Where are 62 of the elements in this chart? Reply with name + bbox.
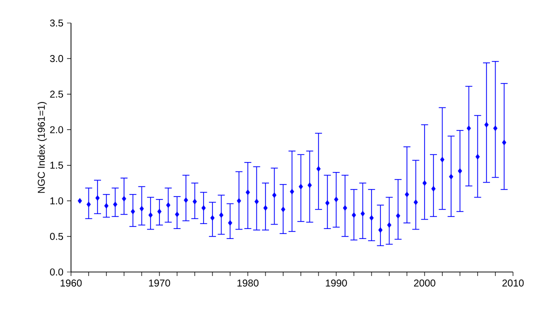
point bbox=[86, 202, 91, 208]
x-tick-label: 1990 bbox=[326, 280, 347, 287]
y-tick-label: 2.0 bbox=[50, 126, 64, 134]
point bbox=[316, 166, 321, 172]
point bbox=[484, 122, 489, 128]
point bbox=[404, 192, 410, 198]
point bbox=[378, 227, 383, 233]
y-tick-label: 3.5 bbox=[50, 19, 64, 27]
y-tick-label: 0.5 bbox=[50, 232, 64, 240]
point bbox=[369, 215, 374, 221]
point bbox=[113, 202, 118, 208]
y-axis-title: NGC Index (1961=1) bbox=[38, 102, 47, 193]
point bbox=[192, 198, 197, 204]
y-tick-label: 1.0 bbox=[50, 197, 64, 204]
point bbox=[148, 212, 153, 218]
point bbox=[360, 210, 365, 216]
point bbox=[104, 203, 109, 209]
x-tick-label: 1970 bbox=[149, 280, 170, 287]
point bbox=[78, 198, 82, 204]
point bbox=[201, 205, 206, 211]
point bbox=[308, 182, 312, 188]
point bbox=[254, 198, 259, 204]
point bbox=[422, 180, 427, 186]
point bbox=[219, 212, 224, 218]
point bbox=[431, 186, 436, 192]
point bbox=[387, 222, 392, 228]
point bbox=[228, 220, 232, 226]
point bbox=[334, 196, 338, 202]
point bbox=[440, 156, 444, 162]
point bbox=[290, 188, 294, 194]
point bbox=[130, 208, 136, 214]
x-tick-label: 2000 bbox=[414, 280, 436, 287]
x-tick-label: 1960 bbox=[60, 280, 82, 287]
y-tick-label: 2.5 bbox=[50, 90, 64, 98]
x-tick-label: 1980 bbox=[237, 280, 258, 287]
y-tick-label: 0.0 bbox=[50, 268, 64, 276]
point bbox=[157, 208, 162, 214]
point bbox=[140, 206, 144, 212]
point bbox=[95, 195, 100, 201]
point bbox=[281, 206, 286, 212]
point bbox=[272, 192, 276, 198]
y-tick-label: 1.5 bbox=[50, 162, 64, 169]
point bbox=[493, 126, 498, 132]
point bbox=[342, 205, 348, 211]
point bbox=[466, 126, 471, 132]
point bbox=[236, 198, 242, 204]
point bbox=[184, 197, 188, 203]
point bbox=[166, 202, 170, 208]
point bbox=[263, 205, 268, 211]
point bbox=[210, 215, 215, 221]
point bbox=[174, 212, 180, 218]
x-tick-label: 2010 bbox=[502, 280, 524, 287]
point bbox=[352, 212, 356, 218]
point bbox=[325, 200, 330, 206]
point bbox=[396, 213, 400, 219]
point bbox=[246, 190, 250, 196]
y-tick-label: 3.0 bbox=[50, 55, 64, 62]
point bbox=[122, 196, 126, 202]
point bbox=[298, 184, 303, 190]
point bbox=[502, 140, 506, 146]
point bbox=[458, 168, 462, 174]
point bbox=[448, 174, 454, 180]
